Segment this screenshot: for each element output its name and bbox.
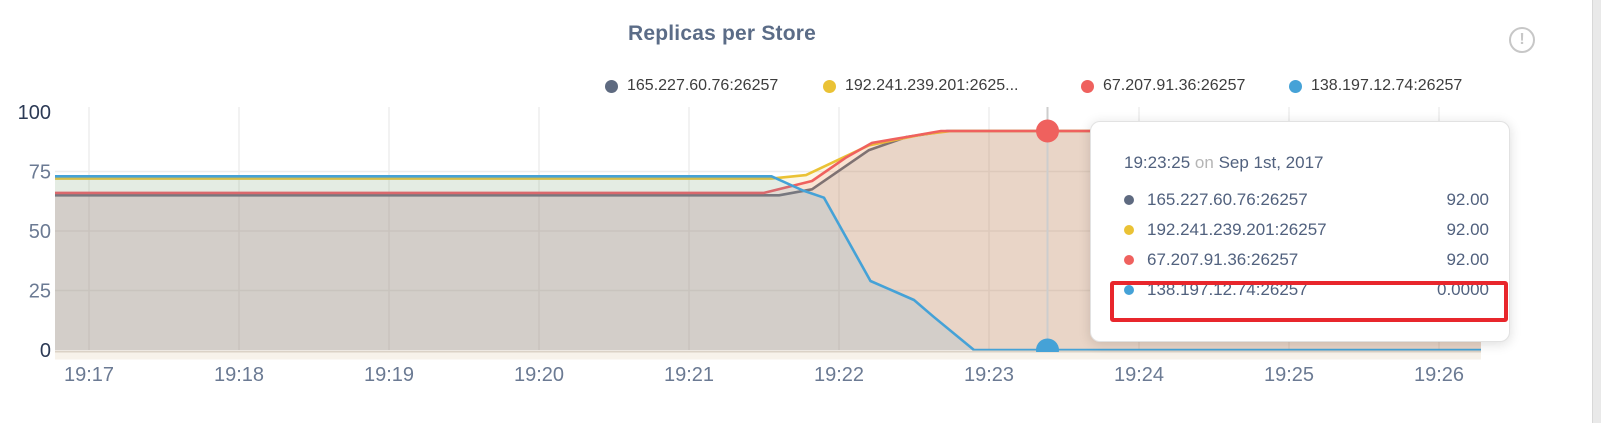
legend-item-1[interactable]: 192.241.239.201:2625... (823, 74, 1019, 98)
hover-point-138.197.12.74:26257 (1036, 338, 1059, 352)
legend-item-0[interactable]: 165.227.60.76:26257 (605, 74, 778, 98)
legend-swatch-icon (823, 79, 836, 93)
tooltip-conjunction: on (1194, 153, 1214, 172)
x-tick-label: 19:22 (814, 364, 864, 386)
tooltip-date: Sep 1st, 2017 (1218, 153, 1324, 172)
legend-item-3[interactable]: 138.197.12.74:26257 (1289, 74, 1462, 98)
tooltip-series-value: 92.00 (1446, 250, 1489, 269)
tooltip-series-name: 67.207.91.36:26257 (1147, 250, 1299, 269)
page-title: Replicas per Store (627, 22, 817, 45)
legend-swatch-icon (1081, 79, 1094, 93)
scrollbar-track[interactable] (1592, 0, 1601, 423)
hover-tooltip: 19:23:25 on Sep 1st, 2017 165.227.60.76:… (1090, 121, 1510, 342)
legend-swatch-icon (605, 79, 618, 93)
line-67.207.91.36:26257 (55, 129, 1481, 195)
legend-label: 67.207.91.36:26257 (1103, 77, 1246, 94)
x-tick-label: 19:21 (664, 364, 714, 386)
series-dot-icon (1124, 195, 1134, 205)
y-tick-label: 25 (29, 281, 51, 303)
x-axis-strip (55, 352, 1481, 360)
series-dot-icon (1124, 225, 1134, 235)
tooltip-row-2: 67.207.91.36:26257 92.00 (1124, 245, 1489, 275)
tooltip-series-value: 0.0000 (1437, 280, 1489, 299)
x-tick-label: 19:25 (1264, 364, 1314, 386)
x-tick-label: 19:18 (214, 364, 264, 386)
x-tick-label: 19:19 (364, 364, 414, 386)
tooltip-row-0: 165.227.60.76:26257 92.00 (1124, 185, 1489, 215)
tooltip-row-1: 192.241.239.201:26257 92.00 (1124, 215, 1489, 245)
tooltip-series-name: 192.241.239.201:26257 (1147, 220, 1327, 239)
tooltip-time: 19:23:25 (1124, 153, 1191, 172)
chart-legend: 165.227.60.76:26257 192.241.239.201:2625.… (0, 74, 1601, 98)
x-axis-line (55, 350, 1481, 353)
tooltip-rows: 165.227.60.76:26257 92.00 192.241.239.201:… (1124, 185, 1489, 305)
tooltip-series-value: 92.00 (1446, 190, 1489, 209)
legend-item-2[interactable]: 67.207.91.36:26257 (1081, 74, 1245, 98)
info-icon[interactable]: ! (1509, 27, 1535, 53)
y-tick-label: 75 (29, 162, 51, 184)
x-tick-label: 19:26 (1414, 364, 1464, 386)
x-tick-label: 19:24 (1114, 364, 1164, 386)
series-dot-icon (1124, 255, 1134, 265)
x-tick-label: 19:17 (64, 364, 114, 386)
legend-label: 165.227.60.76:26257 (627, 77, 779, 94)
legend-label: 192.241.239.201:2625... (845, 77, 1019, 94)
exclamation-glyph: ! (1519, 31, 1525, 48)
tooltip-series-name: 165.227.60.76:26257 (1147, 190, 1308, 209)
area-138.197.12.74:26257 (55, 176, 1481, 350)
x-tick-label: 19:20 (514, 364, 564, 386)
y-tick-label: 100 (18, 102, 51, 124)
line-138.197.12.74:26257 (55, 175, 1481, 352)
series-dot-icon (1124, 285, 1134, 295)
x-tick-label: 19:23 (964, 364, 1014, 386)
hover-guideline-group (1036, 107, 1059, 352)
y-tick-label: 50 (29, 221, 51, 243)
hover-point-67.207.91.36:26257 (1036, 119, 1059, 143)
y-tick-label: 0 (40, 340, 51, 362)
tooltip-timestamp: 19:23:25 on Sep 1st, 2017 (1124, 153, 1489, 173)
legend-label: 138.197.12.74:26257 (1311, 77, 1463, 94)
tooltip-row-3: 138.197.12.74:26257 0.0000 (1124, 275, 1489, 305)
tooltip-series-value: 92.00 (1446, 220, 1489, 239)
legend-swatch-icon (1289, 79, 1302, 93)
tooltip-series-name: 138.197.12.74:26257 (1147, 280, 1308, 299)
